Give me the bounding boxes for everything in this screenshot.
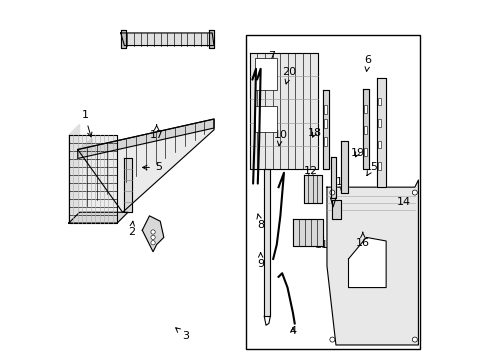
Text: 11: 11 <box>314 233 328 249</box>
Text: 20: 20 <box>282 67 296 84</box>
Bar <box>255 107 276 132</box>
Polygon shape <box>326 180 418 345</box>
Bar <box>121 30 126 48</box>
Polygon shape <box>362 89 368 169</box>
Bar <box>246 35 419 348</box>
Polygon shape <box>322 90 328 169</box>
Text: 17: 17 <box>149 125 163 140</box>
Polygon shape <box>78 119 214 158</box>
Polygon shape <box>264 169 270 316</box>
Text: 7: 7 <box>267 51 274 69</box>
Bar <box>378 162 380 170</box>
Text: 14: 14 <box>396 197 410 207</box>
Text: 3: 3 <box>175 328 188 341</box>
Bar <box>324 137 326 146</box>
Text: 1: 1 <box>81 111 92 137</box>
Polygon shape <box>332 200 341 220</box>
Text: 8: 8 <box>256 214 264 230</box>
Polygon shape <box>292 220 323 246</box>
Polygon shape <box>121 33 214 45</box>
Bar <box>363 148 366 156</box>
Polygon shape <box>78 119 214 212</box>
Text: 18: 18 <box>307 129 321 138</box>
Bar <box>363 105 366 113</box>
Circle shape <box>151 230 155 234</box>
Polygon shape <box>69 125 80 223</box>
Bar <box>378 119 380 127</box>
Polygon shape <box>249 53 317 169</box>
Text: 9: 9 <box>257 253 264 269</box>
Circle shape <box>329 337 334 342</box>
Bar <box>363 126 366 134</box>
Circle shape <box>411 337 416 342</box>
Polygon shape <box>303 175 321 203</box>
Polygon shape <box>348 237 386 288</box>
Text: 2: 2 <box>128 221 135 237</box>
Polygon shape <box>124 158 131 212</box>
Polygon shape <box>376 78 386 187</box>
Text: 13: 13 <box>335 177 349 192</box>
Text: 4: 4 <box>289 326 296 336</box>
Circle shape <box>151 240 155 245</box>
Polygon shape <box>142 216 163 252</box>
Polygon shape <box>330 157 335 198</box>
Bar <box>378 98 380 105</box>
Bar <box>324 105 326 114</box>
Polygon shape <box>69 135 117 223</box>
Text: 16: 16 <box>355 232 369 248</box>
Polygon shape <box>69 212 128 223</box>
Text: 12: 12 <box>303 166 317 179</box>
Polygon shape <box>341 140 348 193</box>
Bar <box>324 119 326 128</box>
Text: 19: 19 <box>350 148 364 158</box>
Text: 6: 6 <box>364 55 371 71</box>
Bar <box>208 30 214 48</box>
Bar <box>378 140 380 148</box>
Circle shape <box>329 190 334 195</box>
Text: 10: 10 <box>273 130 287 146</box>
Polygon shape <box>78 139 92 158</box>
Circle shape <box>411 190 416 195</box>
Text: 5: 5 <box>142 162 162 172</box>
Text: 15: 15 <box>364 162 378 176</box>
Bar <box>255 58 276 90</box>
Circle shape <box>151 235 155 239</box>
